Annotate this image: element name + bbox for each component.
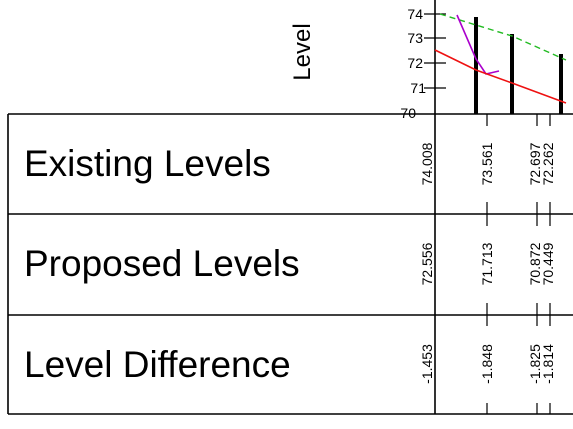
tick-label-72: 72 (407, 55, 423, 71)
value-cell: 71.713 (479, 242, 495, 285)
profile-chart: 74 73 72 71 70 Level (289, 0, 567, 121)
tick-label-73: 73 (407, 30, 423, 46)
value-cell: 73.561 (479, 142, 495, 185)
value-cell: -1.814 (540, 344, 556, 384)
value-cell: 72.697 (527, 142, 543, 185)
level-axis-title: Level (289, 23, 316, 80)
existing-levels-values: 74.008 73.561 72.697 72.262 (419, 142, 556, 185)
proposed-levels-values: 72.556 71.713 70.872 70.449 (419, 242, 556, 285)
level-difference-values: -1.453 -1.848 -1.825 -1.814 (419, 344, 556, 384)
value-cell: 70.872 (527, 242, 543, 285)
value-cell: -1.848 (479, 344, 495, 384)
row-label-existing-levels: Existing Levels (24, 143, 271, 184)
value-cell: 72.556 (419, 242, 435, 285)
proposed-level-line (434, 49, 567, 104)
value-cell: 74.008 (419, 142, 435, 185)
tick-label-70: 70 (400, 105, 416, 121)
level-table: Existing Levels Proposed Levels Level Di… (7, 113, 573, 415)
station-ticks (486, 114, 551, 414)
existing-level-line (439, 13, 567, 61)
value-cell: -1.825 (527, 344, 543, 384)
tick-label-71: 71 (410, 80, 426, 96)
alternative-level-line (456, 14, 500, 75)
value-cell: 72.262 (540, 142, 556, 185)
row-label-level-difference: Level Difference (24, 344, 291, 385)
row-label-proposed-levels: Proposed Levels (24, 243, 300, 284)
value-cell: 70.449 (540, 242, 556, 285)
value-cell: -1.453 (419, 344, 435, 384)
tick-label-74: 74 (407, 6, 423, 22)
